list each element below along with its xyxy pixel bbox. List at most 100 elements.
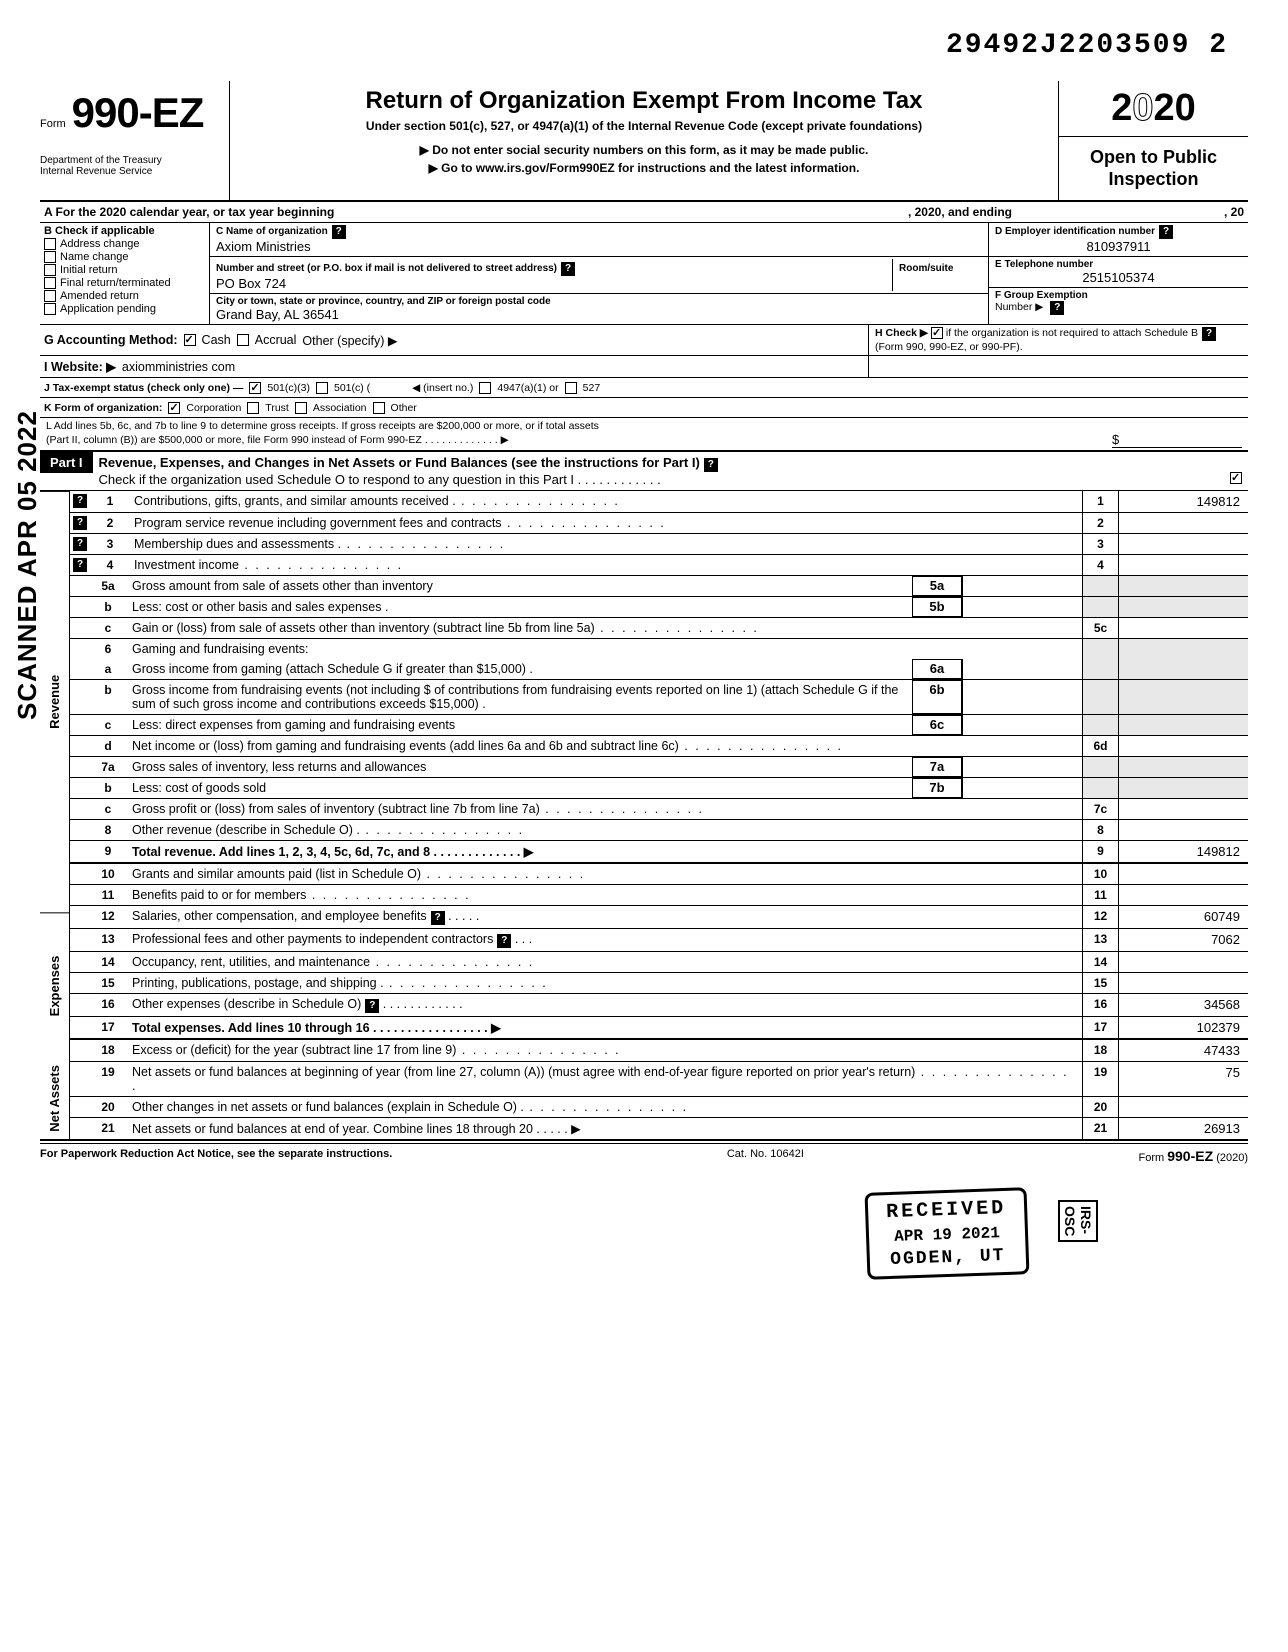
shade-amt-5a [1118, 576, 1248, 596]
c-label: C Name of organization [216, 226, 328, 237]
ln-12: 12 [88, 906, 128, 928]
shade-amt-6c [1118, 715, 1248, 735]
amt-12: 60749 [1118, 906, 1248, 928]
open-to-public: Open to Public [1063, 147, 1244, 169]
chk-corporation[interactable] [168, 402, 180, 414]
help-icon[interactable]: ? [73, 516, 87, 530]
help-icon[interactable]: ? [561, 262, 575, 276]
help-icon[interactable]: ? [73, 494, 87, 508]
box-20: 20 [1082, 1097, 1118, 1117]
amt-15 [1118, 973, 1248, 993]
dept-treasury: Department of the Treasury [40, 155, 217, 166]
footer: For Paperwork Reduction Act Notice, see … [40, 1143, 1248, 1164]
footer-mid: Cat. No. 10642I [727, 1148, 804, 1164]
h-label: H Check ▶ [875, 327, 928, 339]
chk-other-org[interactable] [373, 402, 385, 414]
amt-14 [1118, 952, 1248, 972]
amt-20 [1118, 1097, 1248, 1117]
col-c: C Name of organization? Axiom Ministries… [210, 223, 988, 324]
help-icon[interactable]: ? [1159, 225, 1173, 239]
txt-2: Program service revenue including govern… [130, 513, 1082, 533]
chk-schedule-b[interactable] [931, 327, 943, 339]
year-p1: 2 [1111, 87, 1132, 129]
help-icon[interactable]: ? [1202, 327, 1216, 341]
ibox-5b: 5b [912, 597, 962, 617]
chk-501c3[interactable] [249, 382, 261, 394]
shade-6 [1082, 639, 1118, 659]
lbl-association: Association [313, 402, 367, 414]
txt-6a: Gross income from gaming (attach Schedul… [128, 659, 912, 679]
chk-527[interactable] [565, 382, 577, 394]
ln-6a: a [88, 659, 128, 679]
h-sub: (Form 990, 990-EZ, or 990-PF). [875, 341, 1023, 353]
tab-net-assets: Net Assets [40, 1058, 69, 1139]
chk-501c[interactable] [316, 382, 328, 394]
row-a: A For the 2020 calendar year, or tax yea… [40, 202, 1248, 223]
txt-5b: Less: cost or other basis and sales expe… [128, 597, 912, 617]
chk-final-return[interactable] [44, 277, 56, 289]
shade-7b [1082, 778, 1118, 798]
chk-initial-return[interactable] [44, 264, 56, 276]
chk-cash[interactable] [184, 334, 196, 346]
i-label: I Website: ▶ [44, 359, 116, 374]
ln-9: 9 [88, 841, 128, 862]
txt-4: Investment income [130, 555, 1082, 575]
ibox-7b: 7b [912, 778, 962, 798]
footer-form: 990-EZ [1167, 1148, 1213, 1164]
help-icon[interactable]: ? [365, 999, 379, 1013]
box-17: 17 [1082, 1017, 1118, 1038]
help-icon[interactable]: ? [1050, 301, 1064, 315]
txt-18: Excess or (deficit) for the year (subtra… [128, 1040, 1082, 1061]
chk-amended[interactable] [44, 290, 56, 302]
ln-7c: c [88, 799, 128, 819]
txt-10: Grants and similar amounts paid (list in… [128, 864, 1082, 884]
addr-label: Number and street (or P.O. box if mail i… [216, 263, 557, 274]
txt-20: Other changes in net assets or fund bala… [128, 1097, 1082, 1117]
lbl-insert-no: ◀ (insert no.) [412, 382, 473, 394]
col-def: D Employer identification number? 810937… [988, 223, 1248, 324]
chk-trust[interactable] [247, 402, 259, 414]
stamp-recv-2: APR 19 2021 [887, 1224, 1008, 1246]
help-icon[interactable]: ? [497, 934, 511, 948]
box-15: 15 [1082, 973, 1118, 993]
chk-schedule-o[interactable] [1230, 472, 1242, 484]
ln-6c: c [88, 715, 128, 735]
chk-address-change[interactable] [44, 238, 56, 250]
lbl-amended: Amended return [60, 290, 139, 302]
chk-app-pending[interactable] [44, 303, 56, 315]
ibox-6a: 6a [912, 659, 962, 679]
help-icon[interactable]: ? [332, 225, 346, 239]
shade-amt-7b [1118, 778, 1248, 798]
ln-21: 21 [88, 1118, 128, 1139]
lbl-name-change: Name change [60, 251, 129, 263]
box-6d: 6d [1082, 736, 1118, 756]
col-b-header: B Check if applicable [44, 225, 205, 237]
chk-name-change[interactable] [44, 251, 56, 263]
txt-5c: Gain or (loss) from sale of assets other… [128, 618, 1082, 638]
form-number-box: Form 990-EZ Department of the Treasury I… [40, 81, 230, 200]
txt-21: Net assets or fund balances at end of ye… [132, 1122, 533, 1136]
stamp-received: RECEIVED APR 19 2021 OGDEN, UT [865, 1187, 1030, 1280]
txt-6: Gaming and fundraising events: [128, 639, 1082, 659]
lbl-trust: Trust [265, 402, 289, 414]
help-icon[interactable]: ? [704, 458, 718, 472]
tax-year: 2020 [1059, 81, 1248, 137]
j-label: J Tax-exempt status (check only one) — [44, 382, 243, 394]
shade-amt-6b [1118, 680, 1248, 714]
website: axiomministries com [122, 360, 235, 374]
box-4: 4 [1082, 555, 1118, 575]
f-label: F Group Exemption [995, 290, 1242, 301]
chk-association[interactable] [295, 402, 307, 414]
txt-9: Total revenue. Add lines 1, 2, 3, 4, 5c,… [132, 845, 430, 859]
box-7c: 7c [1082, 799, 1118, 819]
amt-3 [1118, 534, 1248, 554]
chk-4947[interactable] [479, 382, 491, 394]
form-body: Revenue Expenses Net Assets ?1Contributi… [40, 491, 1248, 1141]
help-icon[interactable]: ? [73, 558, 87, 572]
help-icon[interactable]: ? [431, 911, 445, 925]
chk-accrual[interactable] [237, 334, 249, 346]
help-icon[interactable]: ? [73, 537, 87, 551]
ibox-7a: 7a [912, 757, 962, 777]
ln-5b: b [88, 597, 128, 617]
d-label: D Employer identification number [995, 226, 1155, 237]
